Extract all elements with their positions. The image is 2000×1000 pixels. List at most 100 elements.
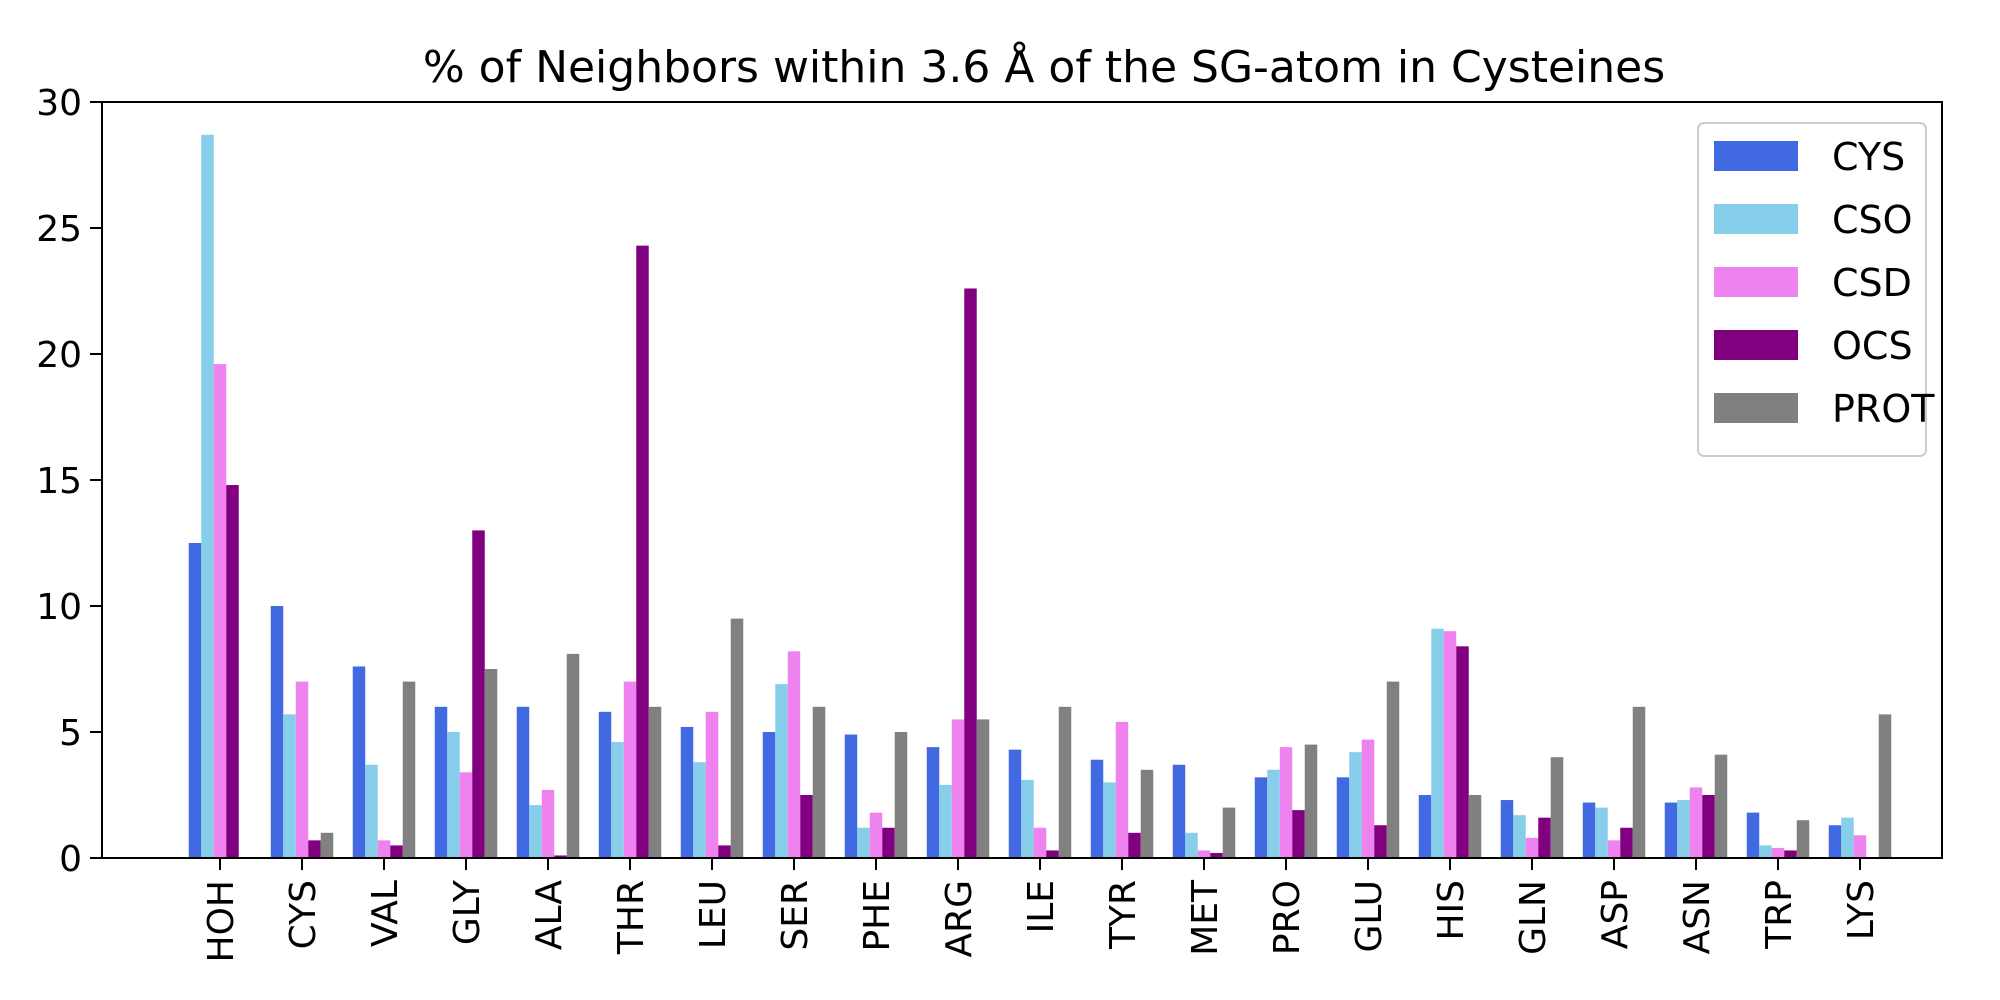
bar-csd-tyr	[1115, 721, 1129, 858]
x-tick-label: MET	[1185, 879, 1226, 956]
bar-cso-hoh	[201, 134, 214, 858]
bar-ocs-tyr	[1128, 832, 1141, 858]
bar-cso-gly	[447, 732, 460, 858]
bar-cys-met	[1172, 764, 1186, 858]
legend-swatch-csd	[1714, 267, 1798, 297]
bar-cso-asp	[1595, 807, 1608, 858]
bar-ocs-val	[390, 845, 403, 858]
x-tick-label: TRP	[1759, 880, 1800, 950]
bar-ocs-phe	[882, 827, 895, 858]
bar-csd-phe	[869, 812, 883, 858]
bar-ocs-ile	[1046, 850, 1059, 858]
bar-csd-asn	[1689, 787, 1703, 858]
bar-cys-his	[1418, 795, 1432, 858]
y-tick-label: 10	[36, 587, 82, 628]
bar-prot-thr	[648, 706, 662, 858]
bar-cys-ala	[516, 706, 530, 858]
y-tick-label: 30	[36, 83, 82, 124]
bar-prot-leu	[730, 618, 744, 858]
bar-cys-pro	[1254, 777, 1268, 858]
x-tick-label: SER	[775, 880, 816, 951]
bar-cys-ser	[762, 732, 776, 858]
bar-cso-lys	[1841, 817, 1854, 858]
bar-prot-gln	[1550, 757, 1564, 858]
bar-csd-met	[1197, 850, 1211, 858]
bar-csd-ala	[541, 789, 555, 858]
bar-prot-phe	[894, 732, 908, 858]
bar-csd-ser	[787, 651, 801, 858]
x-tick-label: CYS	[283, 880, 324, 949]
bars-group	[188, 134, 1892, 859]
legend-label-ocs: OCS	[1832, 324, 1913, 368]
bar-cso-his	[1431, 628, 1444, 858]
x-tick-label: ALA	[529, 880, 570, 951]
bar-prot-ile	[1058, 706, 1072, 858]
bar-cys-ile	[1008, 749, 1022, 858]
bar-ocs-met	[1210, 852, 1223, 858]
bar-prot-tyr	[1140, 769, 1154, 858]
bar-ocs-ala	[554, 855, 567, 858]
bar-cso-ser	[775, 684, 788, 858]
bar-csd-cys	[295, 681, 309, 858]
bar-prot-his	[1468, 795, 1482, 858]
x-tick-label: THR	[611, 880, 652, 955]
x-tick-label: LYS	[1841, 880, 1882, 940]
bar-cso-thr	[611, 742, 624, 858]
legend-label-cys: CYS	[1832, 135, 1905, 179]
x-tick-label: ARG	[939, 880, 980, 958]
x-tick-label: HIS	[1431, 880, 1472, 941]
x-tick-label: GLN	[1513, 880, 1554, 955]
bar-prot-glu	[1386, 681, 1400, 858]
bar-cys-cys	[270, 606, 284, 858]
bar-ocs-thr	[636, 245, 649, 858]
bar-cso-asn	[1677, 800, 1690, 858]
bar-cso-met	[1185, 832, 1198, 858]
bar-cys-trp	[1746, 812, 1760, 858]
x-tick-label: VAL	[365, 880, 406, 947]
bar-prot-asp	[1632, 706, 1646, 858]
legend-label-csd: CSD	[1832, 261, 1912, 305]
bar-csd-arg	[951, 719, 965, 858]
bar-ocs-cys	[308, 840, 321, 858]
legend-swatch-ocs	[1714, 330, 1798, 360]
y-tick-label: 5	[59, 713, 82, 754]
bar-csd-pro	[1279, 747, 1293, 858]
bar-csd-lys	[1853, 835, 1867, 858]
bar-cso-phe	[857, 827, 870, 858]
bar-cys-asp	[1582, 802, 1596, 858]
bar-csd-leu	[705, 711, 719, 858]
bar-prot-ser	[812, 706, 826, 858]
y-tick-label: 25	[36, 209, 82, 250]
bar-prot-trp	[1796, 820, 1810, 858]
bar-cys-phe	[844, 734, 858, 858]
bar-cso-pro	[1267, 769, 1280, 858]
y-tick-label: 20	[36, 335, 82, 376]
bar-csd-gly	[459, 772, 473, 858]
bar-prot-arg	[976, 719, 990, 858]
chart-title: % of Neighbors within 3.6 Å of the SG-at…	[423, 40, 1665, 93]
bar-cso-arg	[939, 784, 952, 858]
legend-swatch-prot	[1714, 393, 1798, 423]
bar-ocs-his	[1456, 646, 1469, 858]
x-tick-label: ILE	[1021, 880, 1062, 933]
bar-cso-tyr	[1103, 782, 1116, 858]
y-axis: 0 5 10 15 20 25 30	[36, 83, 102, 880]
bar-cys-tyr	[1090, 759, 1104, 858]
bar-prot-gly	[484, 669, 498, 858]
x-tick-label: TYR	[1103, 880, 1144, 950]
bar-cso-leu	[693, 762, 706, 858]
bar-csd-trp	[1771, 847, 1785, 858]
bar-ocs-asn	[1702, 795, 1715, 858]
bar-cys-arg	[926, 747, 940, 858]
bar-cso-ala	[529, 805, 542, 858]
bar-csd-glu	[1361, 739, 1375, 858]
bar-prot-asn	[1714, 754, 1728, 858]
bar-cys-thr	[598, 711, 612, 858]
x-tick-label: GLU	[1349, 880, 1390, 953]
bar-prot-pro	[1304, 744, 1318, 858]
x-tick-label: ASP	[1595, 880, 1636, 949]
y-tick-label: 0	[59, 839, 82, 880]
bar-prot-val	[402, 681, 416, 858]
bar-ocs-ser	[800, 795, 813, 858]
legend-label-cso: CSO	[1832, 198, 1913, 242]
